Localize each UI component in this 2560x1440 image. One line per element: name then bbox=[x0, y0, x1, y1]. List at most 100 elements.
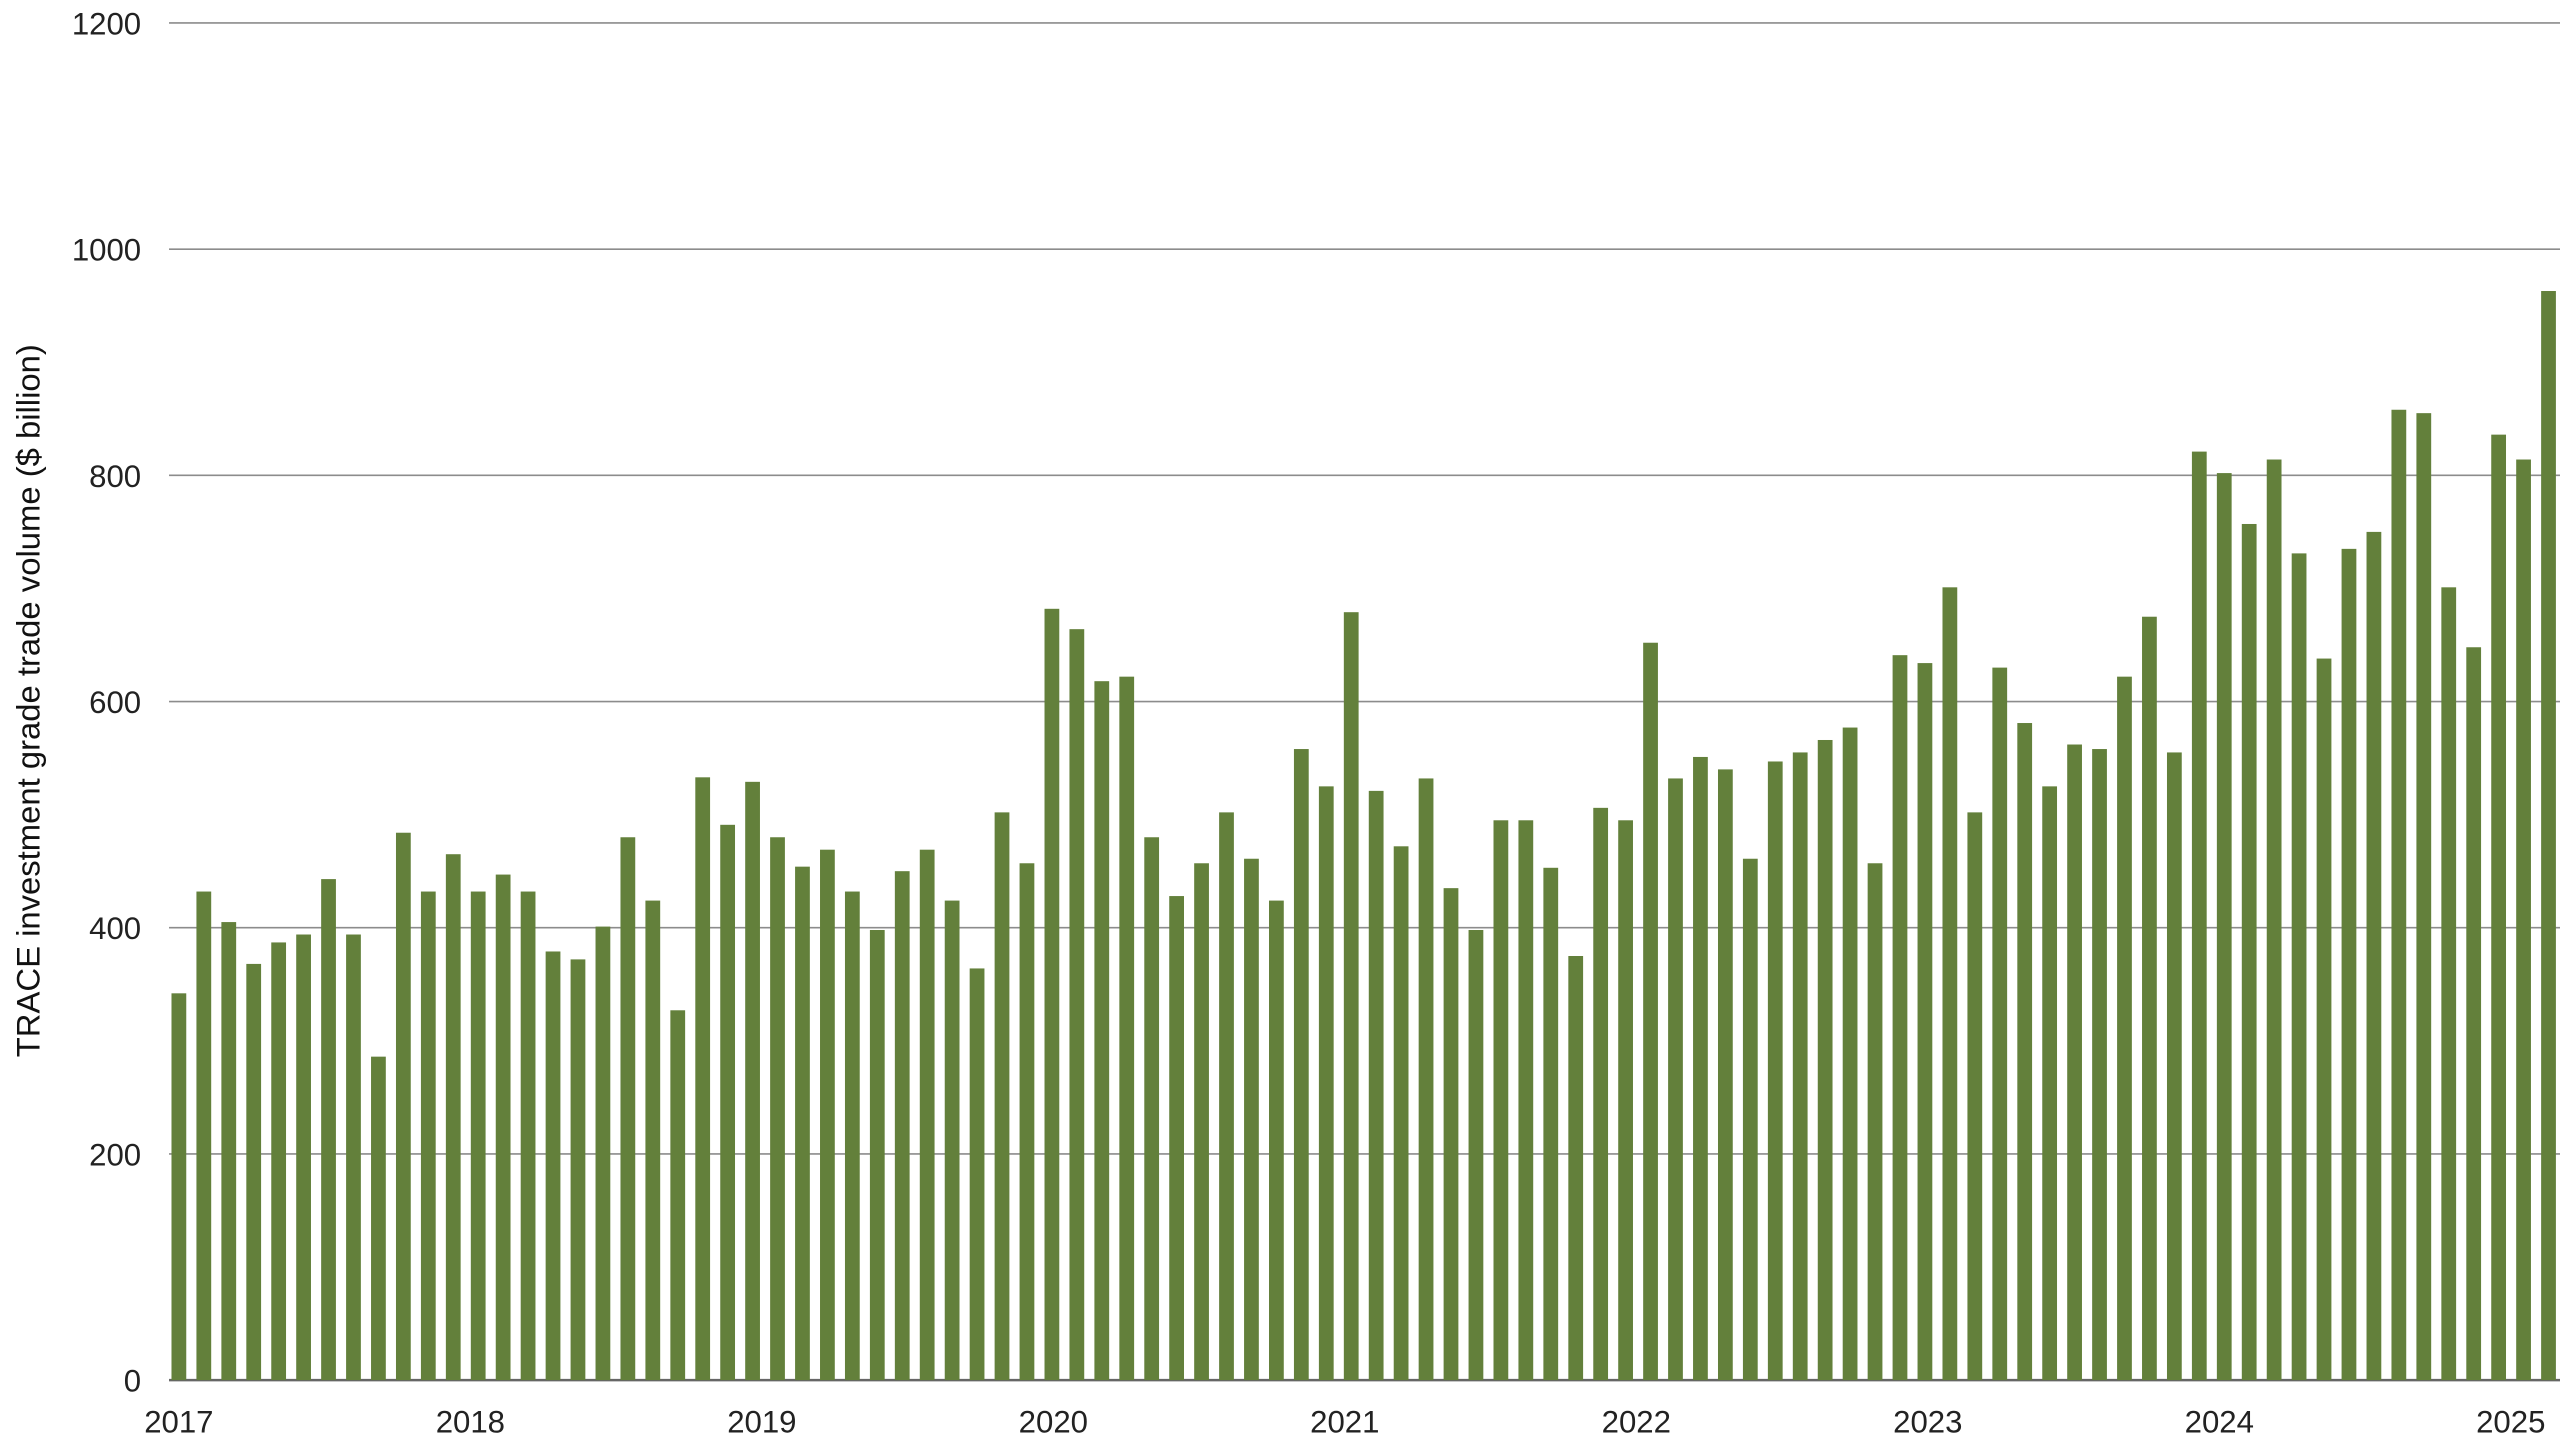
bar bbox=[346, 934, 361, 1381]
bar bbox=[645, 900, 661, 1381]
bar bbox=[545, 951, 561, 1381]
bar bbox=[1518, 820, 1534, 1381]
bar bbox=[820, 849, 835, 1381]
bar bbox=[1269, 900, 1284, 1381]
bar bbox=[171, 993, 187, 1381]
bar bbox=[2541, 291, 2556, 1381]
bar bbox=[2416, 413, 2432, 1381]
bar bbox=[919, 849, 935, 1381]
bar bbox=[495, 874, 511, 1381]
bar bbox=[2316, 658, 2332, 1381]
bar bbox=[1368, 790, 1384, 1381]
bar bbox=[1169, 896, 1184, 1381]
bar bbox=[420, 891, 436, 1381]
bar bbox=[371, 1056, 386, 1381]
bar bbox=[470, 891, 486, 1381]
bar bbox=[1318, 786, 1334, 1381]
bars bbox=[171, 291, 2556, 1381]
bar bbox=[770, 837, 785, 1381]
bar bbox=[1867, 863, 1883, 1381]
bar bbox=[445, 854, 461, 1381]
bar bbox=[570, 959, 586, 1381]
bar bbox=[795, 866, 810, 1381]
bar bbox=[1468, 929, 1484, 1381]
bar bbox=[271, 942, 287, 1381]
bar bbox=[2441, 587, 2457, 1381]
bar bbox=[2291, 553, 2307, 1381]
bar bbox=[2241, 523, 2257, 1381]
bar bbox=[2216, 473, 2232, 1381]
bar bbox=[844, 891, 860, 1381]
bar bbox=[2266, 459, 2282, 1381]
bar bbox=[1568, 956, 1584, 1381]
bar bbox=[695, 777, 711, 1381]
bar bbox=[1643, 642, 1658, 1381]
bar bbox=[1992, 667, 2008, 1381]
bar bbox=[969, 968, 985, 1381]
bar bbox=[994, 812, 1010, 1381]
y-tick-label: 0 bbox=[124, 1364, 141, 1399]
bar bbox=[2341, 548, 2357, 1381]
bar bbox=[745, 781, 760, 1381]
bar bbox=[2366, 531, 2382, 1381]
bar bbox=[2017, 723, 2033, 1381]
bar bbox=[1842, 727, 1858, 1381]
bar bbox=[1418, 778, 1434, 1381]
bar bbox=[1443, 888, 1459, 1381]
bar bbox=[1293, 749, 1309, 1381]
y-tick-label: 1200 bbox=[72, 6, 141, 41]
bar bbox=[1817, 739, 1833, 1381]
bar bbox=[1593, 807, 1609, 1381]
bar bbox=[2466, 647, 2482, 1381]
bar bbox=[1343, 612, 1359, 1381]
x-tick-label: 2025 bbox=[2476, 1405, 2545, 1440]
x-tick-label: 2022 bbox=[1602, 1405, 1671, 1440]
bar bbox=[1693, 756, 1708, 1381]
x-tick-label: 2019 bbox=[727, 1405, 796, 1440]
bar bbox=[1019, 863, 1035, 1381]
bar bbox=[1069, 629, 1085, 1381]
bar bbox=[1668, 778, 1683, 1381]
x-tick-label: 2020 bbox=[1019, 1405, 1088, 1440]
bar bbox=[2491, 434, 2507, 1381]
bar bbox=[1094, 681, 1110, 1381]
bar bbox=[395, 832, 411, 1381]
bar bbox=[2191, 451, 2207, 1381]
bar bbox=[1393, 846, 1409, 1381]
bar bbox=[2391, 409, 2407, 1381]
bar bbox=[620, 837, 636, 1381]
bar bbox=[720, 824, 736, 1381]
bar bbox=[1618, 820, 1633, 1381]
bar bbox=[2142, 616, 2157, 1381]
bar bbox=[1717, 769, 1733, 1381]
bar bbox=[1917, 663, 1933, 1381]
bar bbox=[520, 891, 536, 1381]
bar bbox=[1119, 676, 1135, 1381]
bar bbox=[944, 900, 960, 1381]
bar bbox=[1792, 752, 1808, 1381]
bar bbox=[1219, 812, 1234, 1381]
bar bbox=[869, 929, 885, 1381]
bar bbox=[1892, 655, 1908, 1381]
x-axis-ticks: 2017 2018 2019 2020 2021 2022 2023 2024 2025 bbox=[144, 1405, 2545, 1440]
bar bbox=[2166, 752, 2182, 1381]
y-tick-label: 1000 bbox=[72, 233, 141, 268]
bar bbox=[2042, 786, 2058, 1381]
gridlines bbox=[169, 22, 2560, 1382]
bar bbox=[2092, 749, 2107, 1381]
bar bbox=[2516, 459, 2531, 1381]
bar bbox=[1942, 587, 1958, 1381]
bar bbox=[1244, 858, 1259, 1381]
x-tick-label: 2023 bbox=[1893, 1405, 1962, 1440]
bar bbox=[1742, 858, 1758, 1381]
y-axis-label: TRACE investment grade trade volume ($ b… bbox=[9, 344, 46, 1057]
x-tick-label: 2017 bbox=[144, 1405, 213, 1440]
bar bbox=[2067, 744, 2082, 1381]
bar bbox=[1044, 608, 1060, 1381]
y-tick-label: 800 bbox=[89, 459, 141, 494]
bar bbox=[595, 926, 611, 1381]
bar bbox=[2117, 676, 2132, 1381]
bar bbox=[1493, 820, 1509, 1381]
x-tick-label: 2024 bbox=[2185, 1405, 2254, 1440]
